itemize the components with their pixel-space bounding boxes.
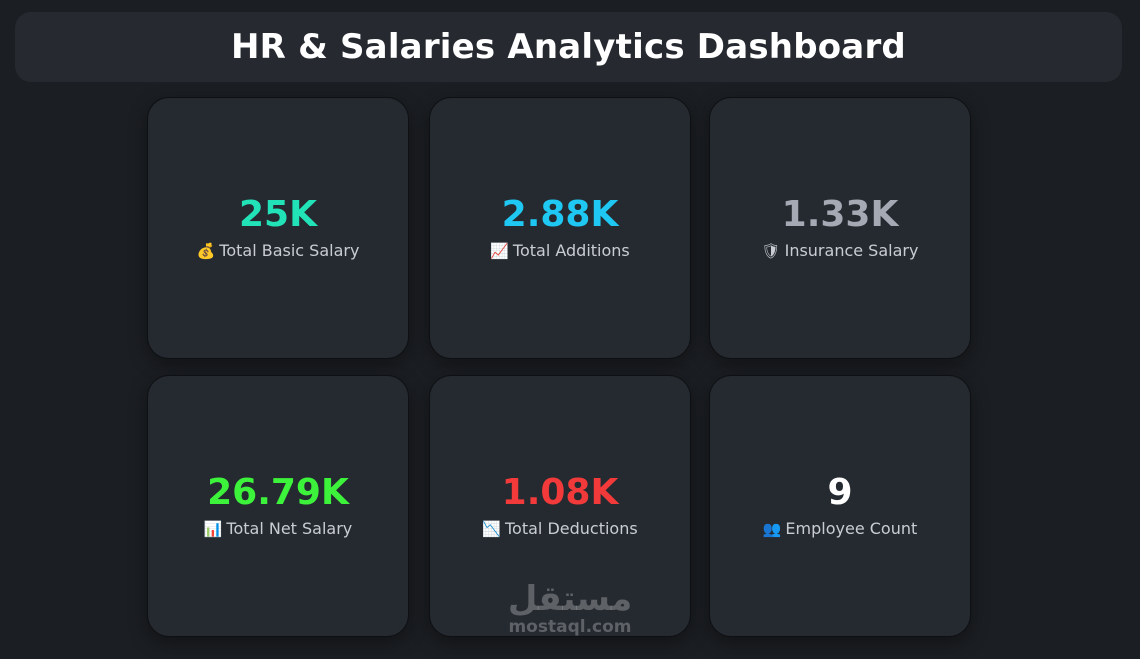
kpi-value: 2.88K: [501, 194, 619, 235]
kpi-card-employee-count: 9 👥 Employee Count: [709, 375, 971, 637]
kpi-label-text: Total Additions: [512, 241, 630, 260]
kpi-card-total-net-salary: 26.79K 📊 Total Net Salary: [147, 375, 409, 637]
dashboard-header: HR & Salaries Analytics Dashboard: [15, 12, 1122, 82]
kpi-label: 👥 Employee Count: [763, 519, 918, 539]
kpi-label-text: Insurance Salary: [784, 241, 919, 260]
kpi-label: 📈 Total Additions: [490, 241, 630, 261]
kpi-value: 25K: [239, 194, 317, 235]
people-icon: 👥: [762, 519, 782, 538]
kpi-label-text: Employee Count: [785, 519, 918, 538]
kpi-label-text: Total Net Salary: [226, 519, 353, 538]
money-bag-icon: 💰: [196, 241, 216, 260]
kpi-label: 📉 Total Deductions: [482, 519, 637, 539]
kpi-label: 💰 Total Basic Salary: [197, 241, 360, 261]
kpi-value: 1.33K: [781, 194, 899, 235]
bar-chart-icon: 📊: [203, 519, 223, 538]
shield-icon: 🛡: [761, 241, 781, 260]
kpi-label-text: Total Deductions: [504, 519, 638, 538]
kpi-card-total-additions: 2.88K 📈 Total Additions: [429, 97, 691, 359]
kpi-value: 1.08K: [501, 472, 619, 513]
kpi-value: 26.79K: [207, 472, 349, 513]
kpi-label: 🛡 Insurance Salary: [762, 241, 919, 261]
kpi-card-insurance-salary: 1.33K 🛡 Insurance Salary: [709, 97, 971, 359]
kpi-value: 9: [827, 472, 853, 513]
kpi-label-text: Total Basic Salary: [219, 241, 360, 260]
page-title: HR & Salaries Analytics Dashboard: [231, 27, 906, 67]
chart-increasing-icon: 📈: [490, 241, 509, 260]
kpi-card-total-basic-salary: 25K 💰 Total Basic Salary: [147, 97, 409, 359]
chart-decreasing-icon: 📉: [482, 519, 501, 538]
kpi-card-total-deductions: 1.08K 📉 Total Deductions: [429, 375, 691, 637]
kpi-label: 📊 Total Net Salary: [204, 519, 353, 539]
